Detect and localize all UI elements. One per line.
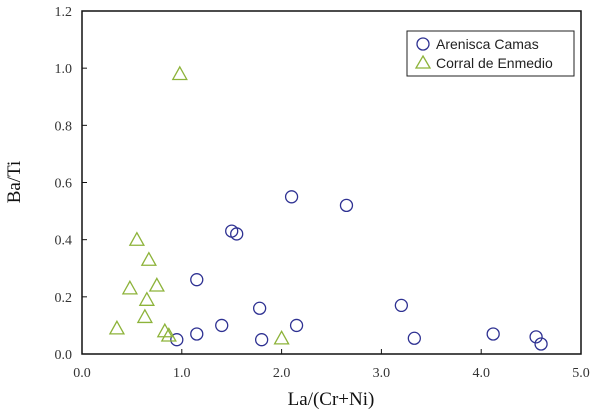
legend-box — [406, 30, 575, 77]
x-tick-label: 1.0 — [173, 366, 191, 381]
data-point-corral-de-enmedio — [136, 308, 153, 324]
data-point-corral-de-enmedio — [138, 291, 155, 306]
x-tick-label: 3.0 — [373, 366, 391, 381]
data-point-corral-de-enmedio — [171, 65, 188, 81]
y-axis-ticks: 0.0 0.2 0.4 0.6 0.8 1.0 1.2 — [55, 5, 87, 363]
legend-label-corral-de-enmedio: Corral de Enmedio — [436, 55, 553, 71]
data-point-arenisca-camas — [339, 198, 354, 213]
y-tick-label: 1.0 — [55, 62, 73, 77]
x-tick-label: 2.0 — [273, 366, 291, 381]
legend-marker-arenisca-camas — [416, 37, 430, 51]
data-point-arenisca-camas — [215, 318, 229, 333]
data-point-arenisca-camas — [486, 327, 500, 341]
y-axis-label: Ba/Ti — [4, 161, 25, 204]
y-tick-label: 1.2 — [55, 5, 73, 20]
data-point-arenisca-camas — [230, 227, 244, 241]
data-point-arenisca-camas — [190, 273, 204, 287]
y-tick-label: 0.4 — [55, 234, 73, 249]
data-point-arenisca-camas — [252, 301, 267, 315]
data-point-corral-de-enmedio — [140, 251, 157, 266]
x-tick-label: 5.0 — [572, 366, 590, 381]
data-points — [108, 65, 548, 351]
x-tick-label: 4.0 — [472, 366, 490, 381]
data-point-corral-de-enmedio — [121, 279, 139, 295]
y-tick-label: 0.2 — [55, 291, 73, 306]
data-point-arenisca-camas — [190, 327, 204, 341]
x-tick-label: 0.0 — [73, 366, 91, 381]
y-tick-label: 0.8 — [55, 119, 73, 134]
x-axis-label: La/(Cr+Ni) — [288, 389, 375, 410]
data-point-corral-de-enmedio — [108, 319, 126, 335]
data-point-arenisca-camas — [170, 333, 184, 347]
data-point-corral-de-enmedio — [160, 327, 177, 342]
y-tick-label: 0.0 — [55, 348, 73, 363]
data-point-arenisca-camas — [529, 330, 543, 344]
legend-marker-corral-de-enmedio — [414, 54, 432, 69]
data-point-arenisca-camas — [534, 337, 548, 351]
legend-label-arenisca-camas: Arenisca Camas — [436, 36, 539, 52]
data-point-arenisca-camas — [394, 298, 409, 313]
data-point-corral-de-enmedio — [128, 231, 145, 246]
data-point-arenisca-camas — [407, 331, 421, 345]
legend: Arenisca Camas Corral de Enmedio — [406, 30, 575, 77]
y-tick-label: 0.6 — [55, 177, 73, 192]
data-point-corral-de-enmedio — [273, 329, 290, 345]
data-point-corral-de-enmedio — [148, 277, 165, 292]
data-point-arenisca-camas — [254, 333, 269, 347]
data-point-arenisca-camas — [284, 190, 299, 204]
data-point-arenisca-camas — [289, 318, 304, 333]
x-axis-ticks: 0.0 1.0 2.0 3.0 4.0 5.0 — [73, 349, 590, 381]
